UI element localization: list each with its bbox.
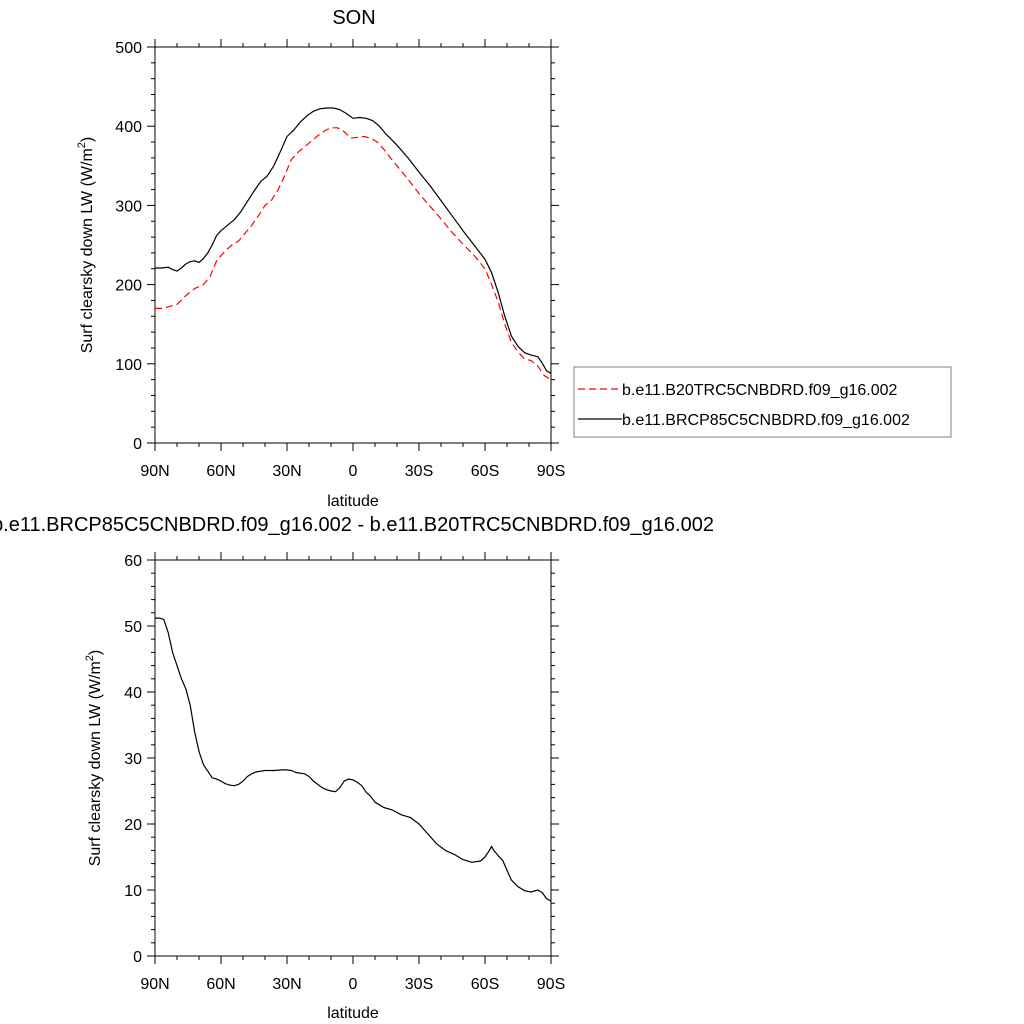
top-lines <box>155 107 552 381</box>
bottom-y-tick-label: 50 <box>124 619 142 636</box>
top-y-label-sup: 2 <box>76 142 88 148</box>
bottom-x-axis-label: latitude <box>327 1005 379 1022</box>
top-y-tick-label: 100 <box>115 357 142 374</box>
bottom-y-label-sup: 2 <box>84 655 96 661</box>
bottom-y-tick-label: 0 <box>133 949 142 966</box>
top-axes: 0 100 200 300 400 500 90N 60N 30N 0 30S 60S 90S <box>115 39 565 480</box>
bottom-x-tick-label: 60S <box>471 976 499 993</box>
top-x-tick-label: 60N <box>206 463 235 480</box>
bottom-y-label-end: ) <box>87 650 104 655</box>
legend-label-series-a: b.e11.B20TRC5CNBDRD.f09_g16.002 <box>622 382 898 399</box>
bottom-x-tick-label: 0 <box>349 976 358 993</box>
bottom-panel: b.e11.BRCP85C5CNBDRD.f09_g16.002 - b.e11… <box>0 514 714 1022</box>
top-y-label-main: Surf clearsky down LW (W/m <box>79 148 96 353</box>
bottom-y-label-main: Surf clearsky down LW (W/m <box>87 661 104 866</box>
top-y-tick-label: 500 <box>115 40 142 57</box>
top-x-axis-label: latitude <box>327 493 379 510</box>
bottom-chart-title: b.e11.BRCP85C5CNBDRD.f09_g16.002 - b.e11… <box>0 514 714 536</box>
top-x-tick-label: 90S <box>537 463 565 480</box>
top-series-line-1 <box>155 127 552 381</box>
bottom-y-axis-label: Surf clearsky down LW (W/m2) <box>84 650 104 867</box>
top-x-tick-label: 60S <box>471 463 499 480</box>
top-x-tick-label: 90N <box>140 463 169 480</box>
top-y-axis-label: Surf clearsky down LW (W/m2) <box>76 137 96 354</box>
bottom-y-tick-label: 20 <box>124 817 142 834</box>
top-y-label-end: ) <box>79 137 96 142</box>
top-chart-title: SON <box>332 7 375 29</box>
bottom-y-tick-label: 40 <box>124 685 142 702</box>
legend-box <box>573 366 952 438</box>
top-y-tick-label: 300 <box>115 198 142 215</box>
top-x-tick-label: 30N <box>272 463 301 480</box>
bottom-x-tick-label: 30N <box>272 976 301 993</box>
bottom-x-tick-label: 60N <box>206 976 235 993</box>
legend-label-series-b: b.e11.BRCP85C5CNBDRD.f09_g16.002 <box>622 412 910 429</box>
bottom-x-tick-label: 30S <box>405 976 433 993</box>
bottom-x-tick-label: 90S <box>537 976 565 993</box>
bottom-plot-frame <box>154 559 552 957</box>
top-series-line-2 <box>155 107 552 374</box>
bottom-x-tick-label: 90N <box>140 976 169 993</box>
top-y-tick-label: 200 <box>115 278 142 295</box>
top-x-tick-label: 30S <box>405 463 433 480</box>
bottom-axes: 0 10 20 30 40 50 60 90N 60N 30N 0 30S 60S 90S <box>124 552 565 993</box>
bottom-y-tick-label: 30 <box>124 751 142 768</box>
top-x-tick-label: 0 <box>349 463 358 480</box>
top-y-tick-label: 400 <box>115 119 142 136</box>
top-plot-frame <box>154 46 552 444</box>
bottom-y-tick-label: 60 <box>124 553 142 570</box>
bottom-lines <box>155 617 552 902</box>
bottom-series-line-1 <box>155 617 552 902</box>
legend: b.e11.B20TRC5CNBDRD.f09_g16.002 b.e11.BR… <box>573 366 952 438</box>
bottom-y-tick-label: 10 <box>124 883 142 900</box>
top-y-tick-label: 0 <box>133 436 142 453</box>
